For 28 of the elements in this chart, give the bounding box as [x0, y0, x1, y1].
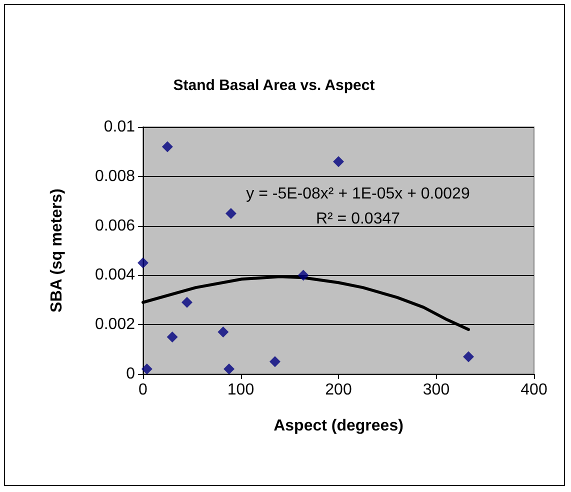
- y-tick-label: 0: [126, 366, 136, 382]
- point: [269, 356, 280, 368]
- point: [298, 270, 309, 281]
- y-tick-label: 0.01: [104, 118, 136, 136]
- x-tick-label: 200: [325, 382, 352, 398]
- point: [162, 141, 173, 152]
- point: [181, 296, 192, 308]
- x-tick-label: 400: [520, 382, 548, 398]
- point: [218, 326, 229, 338]
- annotation: y = -5E-08x² + 1E-05x + 0.0029: [246, 186, 470, 202]
- y-tick-label: 0.008: [94, 168, 136, 185]
- point: [225, 208, 236, 219]
- x-axis-title: Aspect (degrees): [274, 418, 404, 434]
- point: [224, 364, 235, 375]
- x-tick-label: 100: [227, 382, 254, 398]
- annotation: R² = 0.0347: [316, 210, 400, 228]
- point: [141, 364, 152, 375]
- y-tick-label: 0.006: [94, 217, 136, 234]
- y-tick-label: 0.004: [94, 266, 136, 284]
- point: [333, 156, 344, 168]
- point: [166, 331, 178, 342]
- point: [463, 351, 474, 362]
- x-tick-label: 300: [422, 382, 450, 398]
- y-tick-label: 0.002: [94, 316, 136, 334]
- point: [138, 257, 148, 268]
- x-tick-label: 0: [138, 382, 148, 398]
- y-axis-title: SBA (sq meters): [48, 188, 66, 312]
- chart-title: Stand Basal Area vs. Aspect: [173, 77, 375, 94]
